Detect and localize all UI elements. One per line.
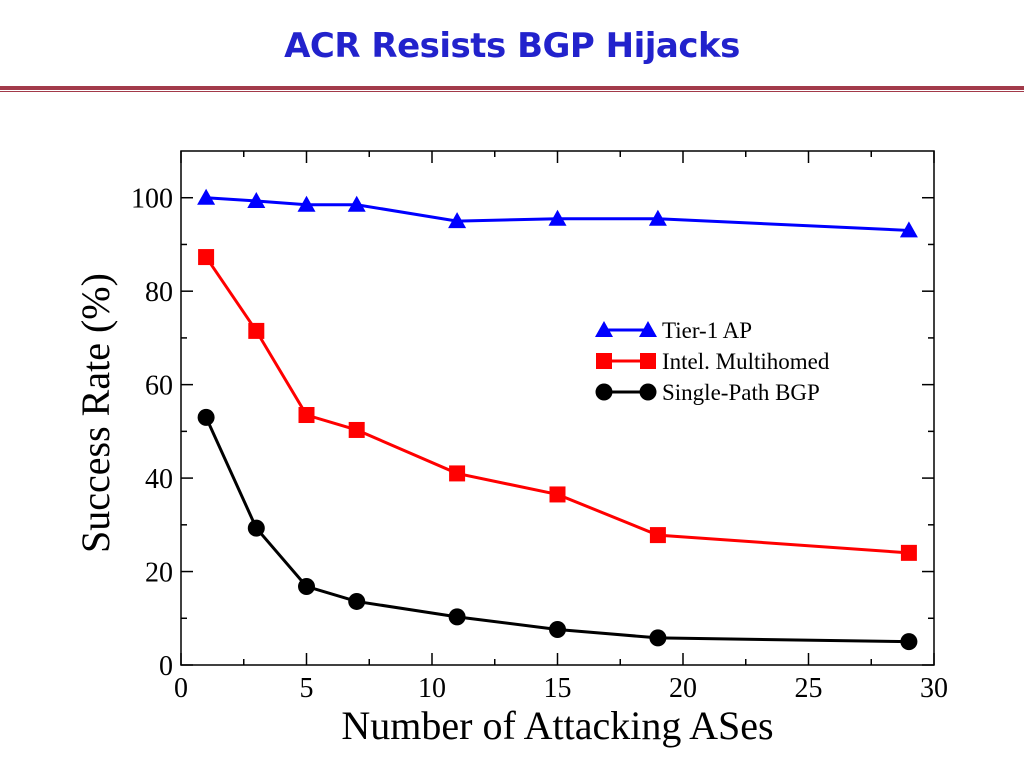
x-tick-label: 30 — [920, 673, 948, 704]
y-tick-label: 100 — [131, 184, 173, 215]
series-2 — [198, 249, 917, 561]
data-point-circle — [549, 620, 566, 638]
legend-entry: Intel. Multihomed — [596, 349, 830, 374]
title-divider-thin — [0, 91, 1024, 92]
y-tick-label: 40 — [145, 464, 173, 495]
data-point-circle — [197, 408, 215, 426]
data-point-square — [198, 249, 215, 266]
data-point-triangle — [448, 212, 467, 229]
title-divider-thick — [0, 86, 1024, 90]
slide-title: ACR Resists BGP Hijacks — [284, 26, 740, 66]
legend-marker — [639, 321, 657, 337]
data-point-square — [298, 407, 315, 424]
plot-frame — [180, 150, 935, 666]
legend-label: Intel. Multihomed — [662, 349, 830, 374]
data-point-circle — [649, 629, 667, 647]
x-tick-label: 10 — [418, 673, 446, 704]
series-1 — [197, 188, 918, 238]
data-point-square — [549, 486, 566, 503]
y-tick-label: 60 — [145, 371, 173, 402]
y-tick-label: 80 — [145, 277, 173, 308]
data-point-square — [248, 322, 265, 339]
data-point-circle — [900, 633, 918, 651]
series-line — [204, 256, 910, 555]
data-point-triangle — [548, 209, 567, 226]
legend-marker — [639, 383, 657, 401]
y-tick-label: 20 — [145, 558, 173, 589]
data-point-triangle — [197, 188, 216, 205]
data-point-square — [649, 527, 666, 544]
legend-entry: Single-Path BGP — [595, 380, 820, 405]
legend-entry: Tier-1 AP — [595, 318, 752, 343]
data-point-circle — [247, 519, 265, 537]
x-tick-label: 0 — [174, 673, 188, 704]
x-tick-label: 5 — [300, 673, 314, 704]
legend-label: Tier-1 AP — [662, 318, 752, 343]
y-tick-label: 0 — [159, 651, 173, 682]
x-tick-label: 20 — [669, 673, 697, 704]
data-point-triangle — [648, 209, 667, 226]
data-point-triangle — [347, 195, 366, 212]
series-line — [204, 416, 909, 644]
y-axis-label: Success Rate (%) — [73, 273, 118, 553]
data-point-triangle — [297, 195, 316, 212]
x-tick-label: 15 — [544, 673, 572, 704]
series-3 — [197, 408, 918, 651]
x-axis-label: Number of Attacking ASes — [341, 703, 773, 748]
data-point-circle — [348, 592, 366, 610]
data-point-square — [449, 465, 466, 482]
legend-label: Single-Path BGP — [662, 380, 820, 405]
data-point-triangle — [247, 191, 266, 208]
series-line — [206, 196, 909, 232]
data-point-triangle — [899, 221, 918, 238]
legend-marker — [595, 321, 613, 337]
legend-marker — [640, 353, 656, 369]
x-tick-label: 25 — [795, 673, 823, 704]
data-point-square — [900, 544, 917, 561]
data-point-circle — [298, 577, 315, 595]
legend-marker — [595, 383, 613, 401]
data-point-circle — [448, 608, 466, 626]
data-point-square — [348, 421, 365, 438]
legend-marker — [596, 353, 612, 369]
